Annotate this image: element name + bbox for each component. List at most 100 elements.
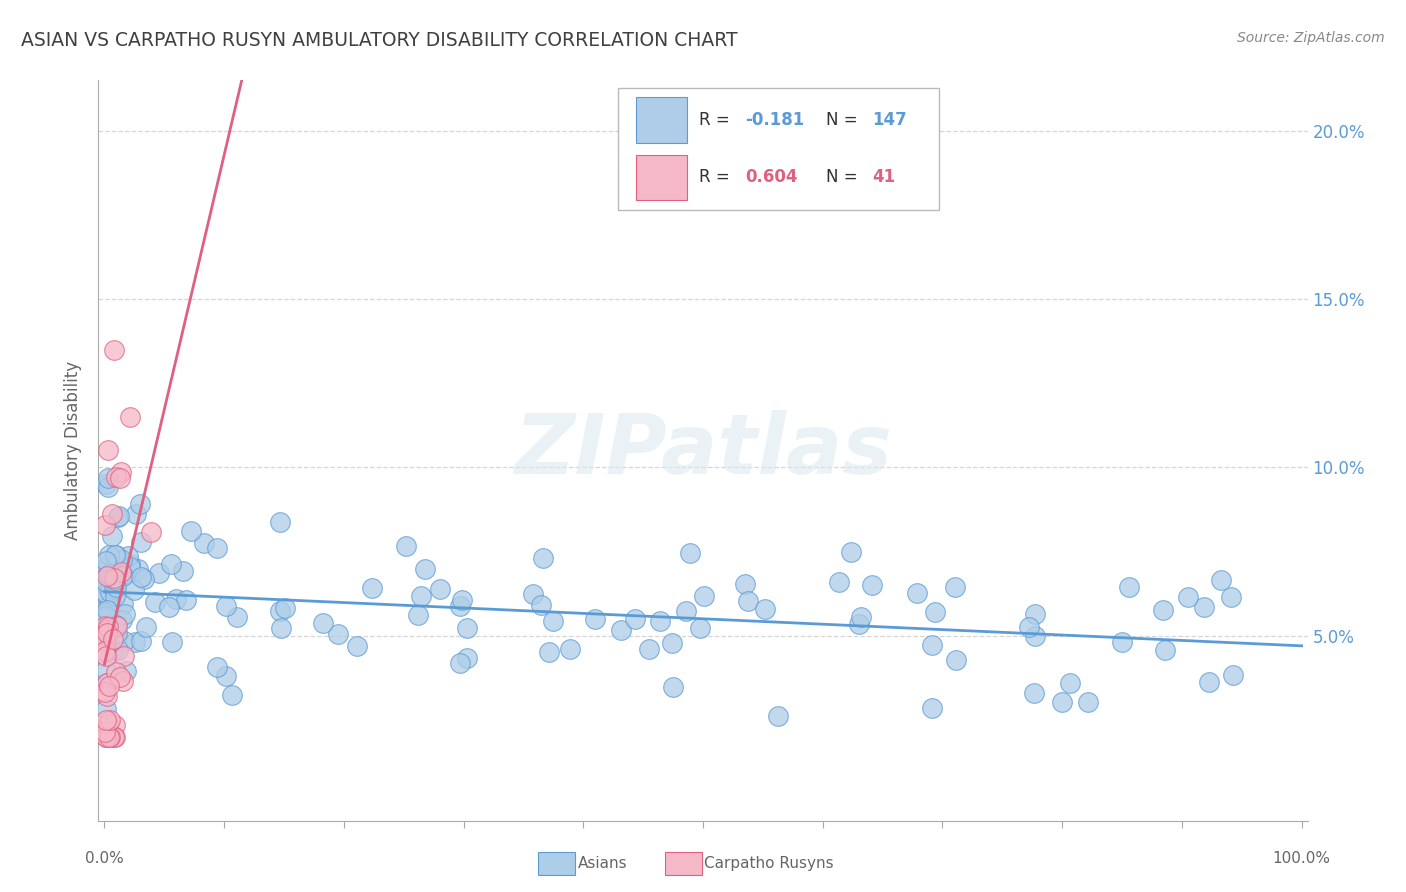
Point [921, 701, 943, 715]
Point [148, 566, 170, 580]
Point [94, 685, 117, 699]
Point [103, 643, 125, 657]
Point [737, 593, 759, 607]
Point [94, 664, 117, 678]
Point [924, 605, 946, 619]
Point [193, 536, 215, 550]
Point [111, 674, 134, 689]
Point [125, 507, 148, 521]
Point [108, 671, 131, 685]
Point [945, 653, 967, 667]
Point [172, 565, 194, 579]
Point [128, 497, 150, 511]
Point [112, 634, 135, 648]
Point [100, 579, 122, 593]
Point [408, 608, 430, 623]
Point [624, 612, 647, 626]
Point [96, 623, 118, 637]
Point [124, 635, 146, 649]
Point [450, 592, 472, 607]
Point [1024, 629, 1046, 643]
Point [98, 713, 121, 727]
Point [269, 605, 291, 619]
Point [174, 593, 197, 607]
Text: Carpatho Rusyns: Carpatho Rusyns [704, 856, 834, 871]
Point [96, 676, 118, 690]
Text: R =: R = [699, 169, 730, 186]
Point [1211, 574, 1233, 588]
Text: 41: 41 [872, 169, 896, 186]
Point [675, 604, 697, 618]
Point [1118, 580, 1140, 594]
Point [94, 620, 117, 634]
Point [105, 548, 128, 562]
Point [827, 575, 849, 590]
Point [94, 637, 117, 651]
Point [107, 509, 129, 524]
Point [120, 558, 142, 572]
Point [326, 626, 349, 640]
Point [165, 592, 187, 607]
Point [105, 665, 128, 680]
Point [1219, 590, 1241, 604]
Point [96, 569, 118, 583]
Point [120, 409, 142, 424]
Point [456, 621, 478, 635]
Point [207, 541, 229, 556]
Point [1050, 695, 1073, 709]
Point [97, 573, 120, 587]
Point [107, 508, 129, 523]
Point [693, 589, 716, 603]
Point [1018, 620, 1040, 634]
Point [214, 669, 236, 683]
Point [661, 636, 683, 650]
Text: 100.0%: 100.0% [1272, 851, 1330, 866]
Point [429, 582, 451, 596]
Point [1024, 607, 1046, 621]
Point [522, 586, 544, 600]
Point [225, 609, 247, 624]
Point [105, 619, 128, 633]
Point [104, 730, 127, 744]
Text: ASIAN VS CARPATHO RUSYN AMBULATORY DISABILITY CORRELATION CHART: ASIAN VS CARPATHO RUSYN AMBULATORY DISAB… [21, 31, 738, 50]
Point [103, 573, 125, 587]
Point [103, 343, 125, 357]
Point [943, 580, 966, 594]
Point [98, 730, 121, 744]
Point [661, 680, 683, 694]
Point [97, 604, 120, 618]
Point [135, 620, 157, 634]
Point [118, 560, 141, 574]
Point [94, 575, 117, 590]
Point [114, 607, 136, 621]
Point [97, 557, 120, 571]
Point [98, 548, 121, 562]
Point [860, 578, 883, 592]
Point [111, 568, 134, 582]
Text: 0.0%: 0.0% [84, 851, 124, 866]
Point [94, 476, 117, 491]
Point [269, 515, 291, 529]
Point [215, 599, 238, 613]
Text: R =: R = [699, 112, 730, 129]
Point [94, 730, 117, 744]
Point [94, 570, 117, 584]
FancyBboxPatch shape [637, 97, 688, 143]
Point [110, 465, 132, 479]
FancyBboxPatch shape [637, 154, 688, 201]
Point [395, 539, 418, 553]
Point [96, 603, 118, 617]
Point [94, 713, 117, 727]
Point [456, 651, 478, 665]
Point [96, 689, 118, 703]
Point [274, 600, 297, 615]
Point [312, 616, 335, 631]
Point [104, 469, 127, 483]
Point [97, 598, 120, 612]
Point [107, 643, 129, 657]
Text: N =: N = [827, 169, 858, 186]
Point [110, 565, 132, 579]
Point [98, 679, 121, 693]
Point [94, 554, 117, 568]
Point [537, 645, 560, 659]
